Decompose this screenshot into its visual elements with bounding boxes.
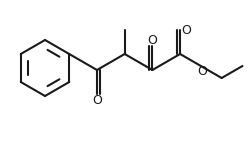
Text: O: O <box>197 64 207 78</box>
Text: O: O <box>147 33 157 46</box>
Text: O: O <box>181 24 191 36</box>
Text: O: O <box>92 93 102 106</box>
